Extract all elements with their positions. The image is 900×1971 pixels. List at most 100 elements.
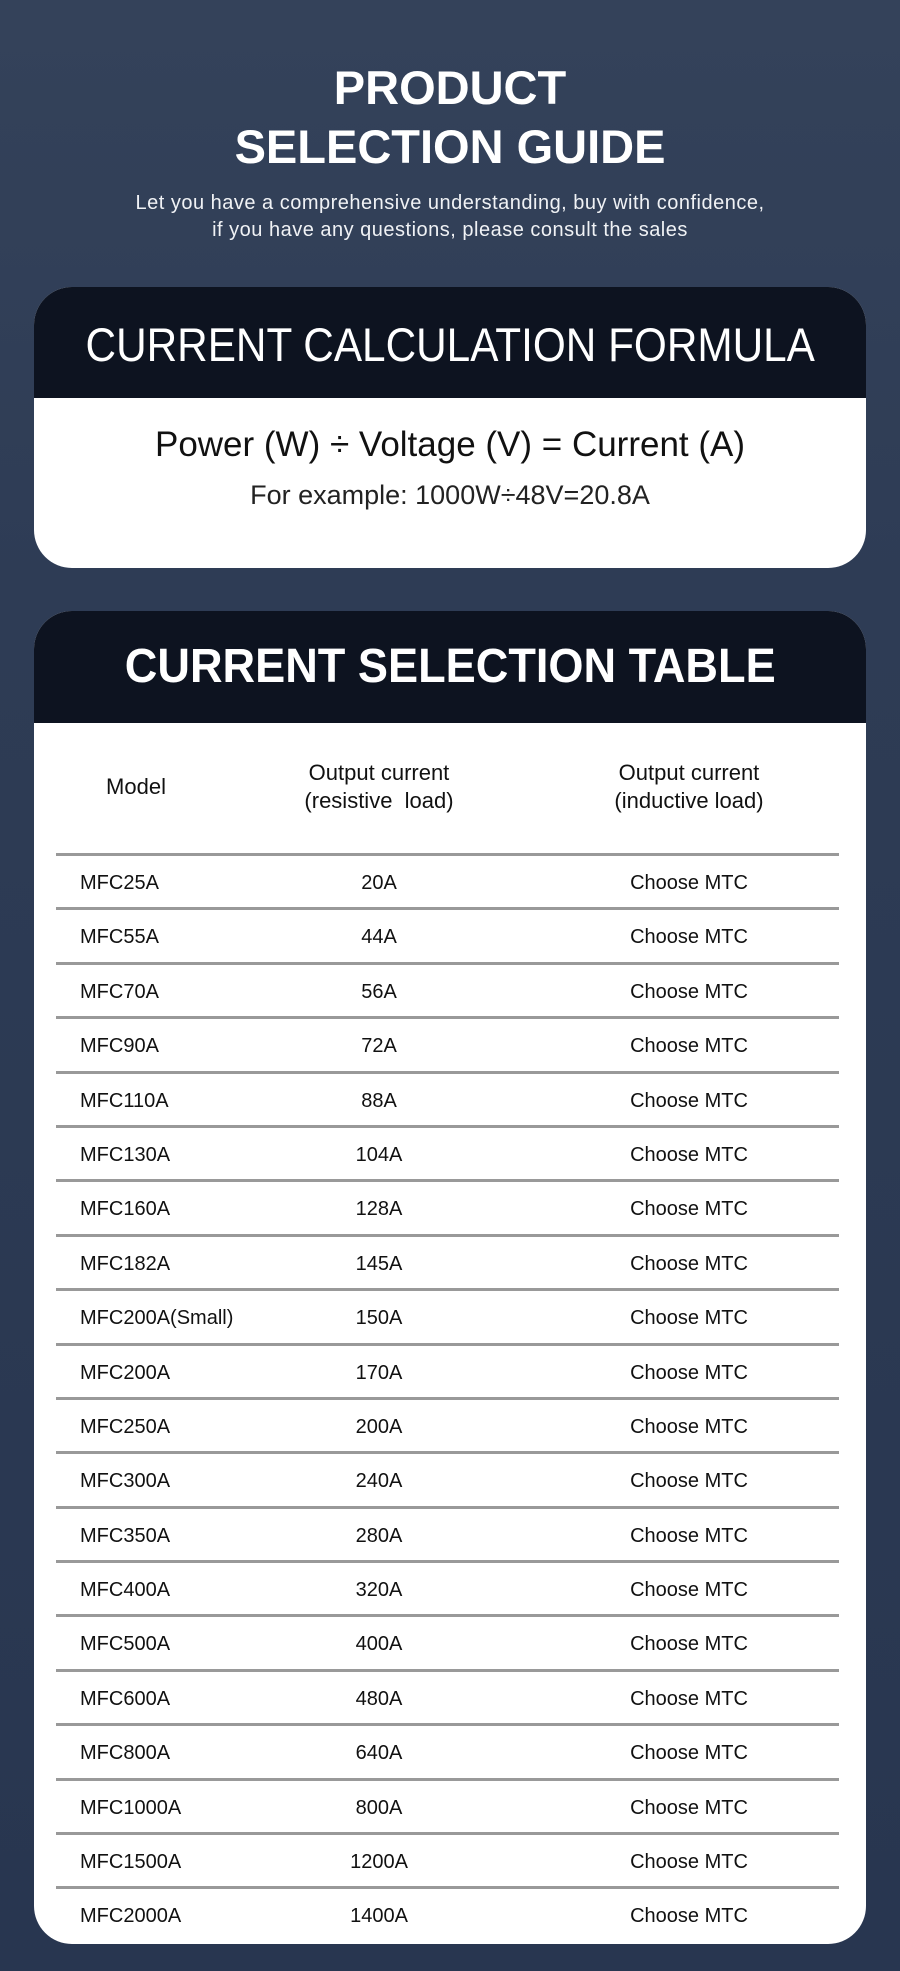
table-row: MFC2000A 1400A Choose MTC <box>56 1889 839 1940</box>
formula-card: CURRENT CALCULATION FORMULA Power (W) ÷ … <box>34 287 866 568</box>
selection-table-header: CURRENT SELECTION TABLE <box>34 611 866 723</box>
formula-card-title: CURRENT CALCULATION FORMULA <box>85 318 815 371</box>
inductive-current-cell: Choose MTC <box>630 1687 748 1710</box>
inductive-current-cell: Choose MTC <box>630 1470 748 1493</box>
resistive-current-cell: 280A <box>355 1524 403 1547</box>
inductive-current-cell: Choose MTC <box>630 1198 748 1221</box>
resistive-current-cell: 400A <box>355 1633 403 1656</box>
model-cell: MFC2000A <box>80 1905 182 1928</box>
model-cell: MFC70A <box>80 980 159 1003</box>
formula-example: For example: 1000W÷48V=20.8A <box>250 480 650 510</box>
model-cell: MFC800A <box>80 1742 171 1765</box>
table-row: MFC110A 88A Choose MTC <box>56 1074 839 1128</box>
table-row: MFC600A 480A Choose MTC <box>56 1672 839 1727</box>
resistive-current-cell: 1400A <box>350 1905 408 1928</box>
subtitle-line-2: if you have any questions, please consul… <box>212 219 688 241</box>
inductive-current-cell: Choose MTC <box>630 926 748 949</box>
table-row: MFC70A 56A Choose MTC <box>56 965 839 1020</box>
table-row: MFC500A 400A Choose MTC <box>56 1617 839 1672</box>
table-body: MFC25A 20A Choose MTC MFC55A 44A Choose MTC MF… <box>56 856 839 1941</box>
column-header-line: (resistive load) <box>304 788 454 813</box>
resistive-current-cell: 1200A <box>350 1851 408 1874</box>
table-row: MFC250A 200A Choose MTC <box>56 1400 839 1455</box>
table-row: MFC350A 280A Choose MTC <box>56 1509 839 1564</box>
table-row: MFC25A 20A Choose MTC <box>56 856 839 911</box>
table-row: MFC200A(Small) 150A Choose MTC <box>56 1291 839 1346</box>
resistive-current-cell: 128A <box>355 1198 403 1221</box>
model-cell: MFC25A <box>80 872 159 894</box>
inductive-current-cell: Choose MTC <box>630 1579 748 1602</box>
page-subtitle: Let you have a comprehensive understandi… <box>0 190 900 244</box>
model-cell: MFC500A <box>80 1633 171 1656</box>
table-row: MFC182A 145A Choose MTC <box>56 1237 839 1292</box>
column-header-model: Model <box>76 773 196 801</box>
inductive-current-cell: Choose MTC <box>630 1633 748 1656</box>
column-header-line: Output current <box>618 760 760 785</box>
table-row: MFC160A 128A Choose MTC <box>56 1182 839 1237</box>
title-line-1: PRODUCT <box>333 61 567 114</box>
resistive-current-cell: 44A <box>361 926 397 949</box>
column-header-inductive: Output current (inductive load) <box>569 759 809 815</box>
inductive-current-cell: Choose MTC <box>630 1143 748 1166</box>
inductive-current-cell: Choose MTC <box>630 1524 748 1547</box>
model-cell: MFC1000A <box>80 1796 182 1819</box>
inductive-current-cell: Choose MTC <box>630 872 748 894</box>
table-row: MFC1000A 800A Choose MTC <box>56 1781 839 1836</box>
inductive-current-cell: Choose MTC <box>630 1307 748 1330</box>
inductive-current-cell: Choose MTC <box>630 980 748 1003</box>
table-row: MFC800A 640A Choose MTC <box>56 1726 839 1781</box>
model-cell: MFC1500A <box>80 1851 182 1874</box>
table-row: MFC200A 170A Choose MTC <box>56 1346 839 1400</box>
model-cell: MFC250A <box>80 1415 171 1438</box>
model-cell: MFC160A <box>80 1198 171 1221</box>
selection-table-title: CURRENT SELECTION TABLE <box>124 640 776 693</box>
resistive-current-cell: 72A <box>361 1035 397 1058</box>
resistive-current-cell: 800A <box>355 1796 403 1819</box>
resistive-current-cell: 240A <box>355 1470 403 1493</box>
model-cell: MFC350A <box>80 1524 171 1547</box>
model-cell: MFC200A <box>80 1361 171 1384</box>
column-header-line: Output current <box>308 760 450 785</box>
column-header-text: Model <box>106 774 166 799</box>
resistive-current-cell: 104A <box>355 1143 403 1166</box>
model-cell: MFC400A <box>80 1579 171 1602</box>
resistive-current-cell: 150A <box>355 1307 403 1330</box>
resistive-current-cell: 320A <box>355 1579 403 1602</box>
column-header-line: (inductive load) <box>614 788 764 813</box>
model-cell: MFC600A <box>80 1687 171 1710</box>
selection-table: Model Output current (resistive load) Ou… <box>56 723 839 1941</box>
table-row: MFC55A 44A Choose MTC <box>56 910 839 965</box>
resistive-current-cell: 56A <box>361 980 397 1003</box>
resistive-current-cell: 145A <box>355 1252 403 1275</box>
inductive-current-cell: Choose MTC <box>630 1851 748 1874</box>
formula-card-header: CURRENT CALCULATION FORMULA <box>34 287 866 398</box>
model-cell: MFC90A <box>80 1035 159 1058</box>
resistive-current-cell: 640A <box>355 1742 403 1765</box>
inductive-current-cell: Choose MTC <box>630 1415 748 1438</box>
inductive-current-cell: Choose MTC <box>630 1035 748 1058</box>
resistive-current-cell: 88A <box>361 1089 397 1112</box>
inductive-current-cell: Choose MTC <box>630 1089 748 1112</box>
resistive-current-cell: 170A <box>355 1361 403 1384</box>
subtitle-line-1: Let you have a comprehensive understandi… <box>135 192 765 214</box>
resistive-current-cell: 200A <box>355 1415 403 1438</box>
model-cell: MFC55A <box>80 926 159 949</box>
inductive-current-cell: Choose MTC <box>630 1796 748 1819</box>
model-cell: MFC130A <box>80 1143 171 1166</box>
inductive-current-cell: Choose MTC <box>630 1905 748 1928</box>
inductive-current-cell: Choose MTC <box>630 1361 748 1384</box>
model-cell: MFC110A <box>80 1089 169 1112</box>
model-cell: MFC182A <box>80 1252 171 1275</box>
column-header-resistive: Output current (resistive load) <box>259 759 499 815</box>
table-row: MFC400A 320A Choose MTC <box>56 1563 839 1618</box>
formula-text: Power (W) ÷ Voltage (V) = Current (A) <box>154 425 746 464</box>
table-header: Model Output current (resistive load) Ou… <box>56 723 839 856</box>
title-line-2: SELECTION GUIDE <box>234 120 666 173</box>
resistive-current-cell: 480A <box>355 1687 403 1710</box>
table-row: MFC300A 240A Choose MTC <box>56 1454 839 1509</box>
table-row: MFC1500A 1200A Choose MTC <box>56 1835 839 1890</box>
inductive-current-cell: Choose MTC <box>630 1742 748 1765</box>
model-cell: MFC200A(Small) <box>80 1307 234 1330</box>
resistive-current-cell: 20A <box>361 872 397 894</box>
table-row: MFC90A 72A Choose MTC <box>56 1019 839 1074</box>
